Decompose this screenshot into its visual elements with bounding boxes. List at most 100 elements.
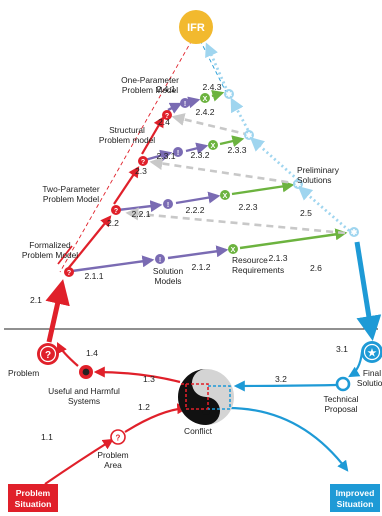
svg-text:Proposal: Proposal [324, 404, 357, 414]
question-node-2-4: ? [162, 110, 172, 120]
solution-node-2-1: ✱ [349, 227, 359, 237]
conflict-node [178, 369, 234, 425]
arrow-2-1-3 [239, 228, 348, 250]
arrow-2-1-1 [71, 255, 155, 273]
svg-text:✱: ✱ [246, 131, 253, 140]
svg-text:Problem Model: Problem Model [122, 85, 178, 95]
lb-arrow-1 [297, 186, 354, 236]
question-node-2-1: ? [64, 267, 74, 277]
idea-node-2-4: ! [180, 98, 190, 108]
svg-text:Models: Models [155, 276, 182, 286]
arrow-to-2-2 [66, 215, 112, 271]
arrow-to-2-4 [141, 116, 165, 155]
step-1-1: 1.1 [41, 432, 53, 442]
step-1-2: 1.2 [138, 402, 150, 412]
arrow-2-6 [354, 241, 382, 341]
improved-situation-box [330, 484, 380, 512]
structural-model-label: Structural [109, 125, 145, 135]
technical-proposal-node [335, 376, 351, 392]
svg-text:X: X [231, 247, 236, 254]
svg-text:!: ! [184, 101, 186, 108]
solution-node-2-3: ✱ [244, 130, 254, 140]
arrow-2-2-3 [231, 180, 295, 196]
arrow-to-improved [227, 406, 349, 472]
svg-text:✱: ✱ [226, 90, 233, 99]
feedback-arrow-2-4 [171, 113, 251, 137]
svg-text:Problem: Problem [16, 488, 51, 498]
final-solution-label: Final [363, 368, 381, 378]
step-2-4-3: 2.4.3 [202, 82, 221, 92]
step-2-1-2: 2.1.2 [191, 262, 210, 272]
svg-text:X: X [203, 96, 208, 103]
svg-text:?: ? [116, 434, 121, 443]
cross-node-2-4: X [200, 93, 210, 103]
svg-text:?: ? [165, 113, 169, 120]
svg-text:Area: Area [104, 460, 122, 470]
right-dashed-edge [199, 39, 228, 95]
svg-text:Systems: Systems [68, 396, 100, 406]
step-2-3: 2.3 [135, 166, 147, 176]
svg-text:?: ? [67, 270, 71, 277]
idea-node-2-1: ! [155, 254, 165, 264]
step-2-5: 2.5 [300, 208, 312, 218]
arrow-1-4 [57, 342, 79, 367]
ifr-node [179, 10, 213, 44]
svg-text:Requirements: Requirements [232, 265, 284, 275]
step-1-4: 1.4 [86, 348, 98, 358]
idea-node-2-2: ! [163, 199, 173, 209]
arrow-2-3-3 [219, 135, 245, 147]
two-param-model-label: Two-Parameter [42, 184, 99, 194]
problem-area-node [110, 429, 126, 445]
arrow-3-1 [348, 351, 364, 378]
cross-node-2-2: X [220, 190, 230, 200]
arrow-2-3-1 [144, 149, 173, 162]
left-dashed-edge [59, 39, 193, 273]
lb-arrow-3 [230, 97, 250, 131]
arrow-2-2-2 [175, 191, 221, 205]
feedback-arrow-2-2 [125, 207, 346, 235]
svg-text:Problem model: Problem model [99, 135, 155, 145]
step-3-2: 3.2 [275, 374, 287, 384]
ifr-label: IFR [187, 22, 205, 34]
solution-node-2-4: ✱ [224, 89, 234, 99]
step-2-3-1: 2.3.1 [156, 151, 175, 161]
arrow-to-2-3 [113, 166, 140, 205]
svg-text:Improved: Improved [336, 488, 375, 498]
problem-label: Problem [8, 368, 39, 378]
arrow-s2-1-continue [57, 245, 73, 265]
preliminary-solutions-label: Preliminary [297, 165, 340, 175]
resource-requirements-label: Resource [232, 255, 268, 265]
question-node-2-3: ? [138, 156, 148, 166]
arrow-2-1-2 [167, 245, 229, 260]
step-2-3-3: 2.3.3 [227, 145, 246, 155]
solution-models-label: Solution [153, 266, 184, 276]
lb-arrow-2 [249, 137, 299, 182]
step-2-1-1: 2.1.1 [84, 271, 103, 281]
arrow-3-2 [233, 380, 337, 392]
svg-text:X: X [211, 143, 216, 150]
step-2-4: 2.4 [158, 117, 170, 127]
svg-text:✱: ✱ [295, 180, 302, 189]
arrow-2-1 [45, 279, 70, 343]
step-2-1-3: 2.1.3 [268, 253, 287, 263]
problem-area-label: Problem [97, 450, 128, 460]
one-param-model-label: One-Parameter [121, 75, 179, 85]
svg-text:!: ! [159, 257, 161, 264]
step-2-6: 2.6 [310, 263, 322, 273]
svg-text:Problem Model: Problem Model [43, 194, 99, 204]
svg-text:!: ! [177, 150, 179, 157]
step-2-2-2: 2.2.2 [185, 205, 204, 215]
arrow-1-2 [124, 403, 189, 433]
step-2-4-2: 2.4.2 [195, 107, 214, 117]
solution-node-2-2: ✱ [293, 179, 303, 189]
question-node-2-2: ? [111, 205, 121, 215]
step-2-3-2: 2.3.2 [190, 150, 209, 160]
feedback-arrow-2-3 [149, 157, 301, 186]
arrow-2-4-1 [167, 102, 183, 114]
problem-situation-box [8, 484, 58, 512]
svg-text:X: X [223, 193, 228, 200]
step-2-2-1: 2.2.1 [131, 209, 150, 219]
svg-text:!: ! [167, 202, 169, 209]
